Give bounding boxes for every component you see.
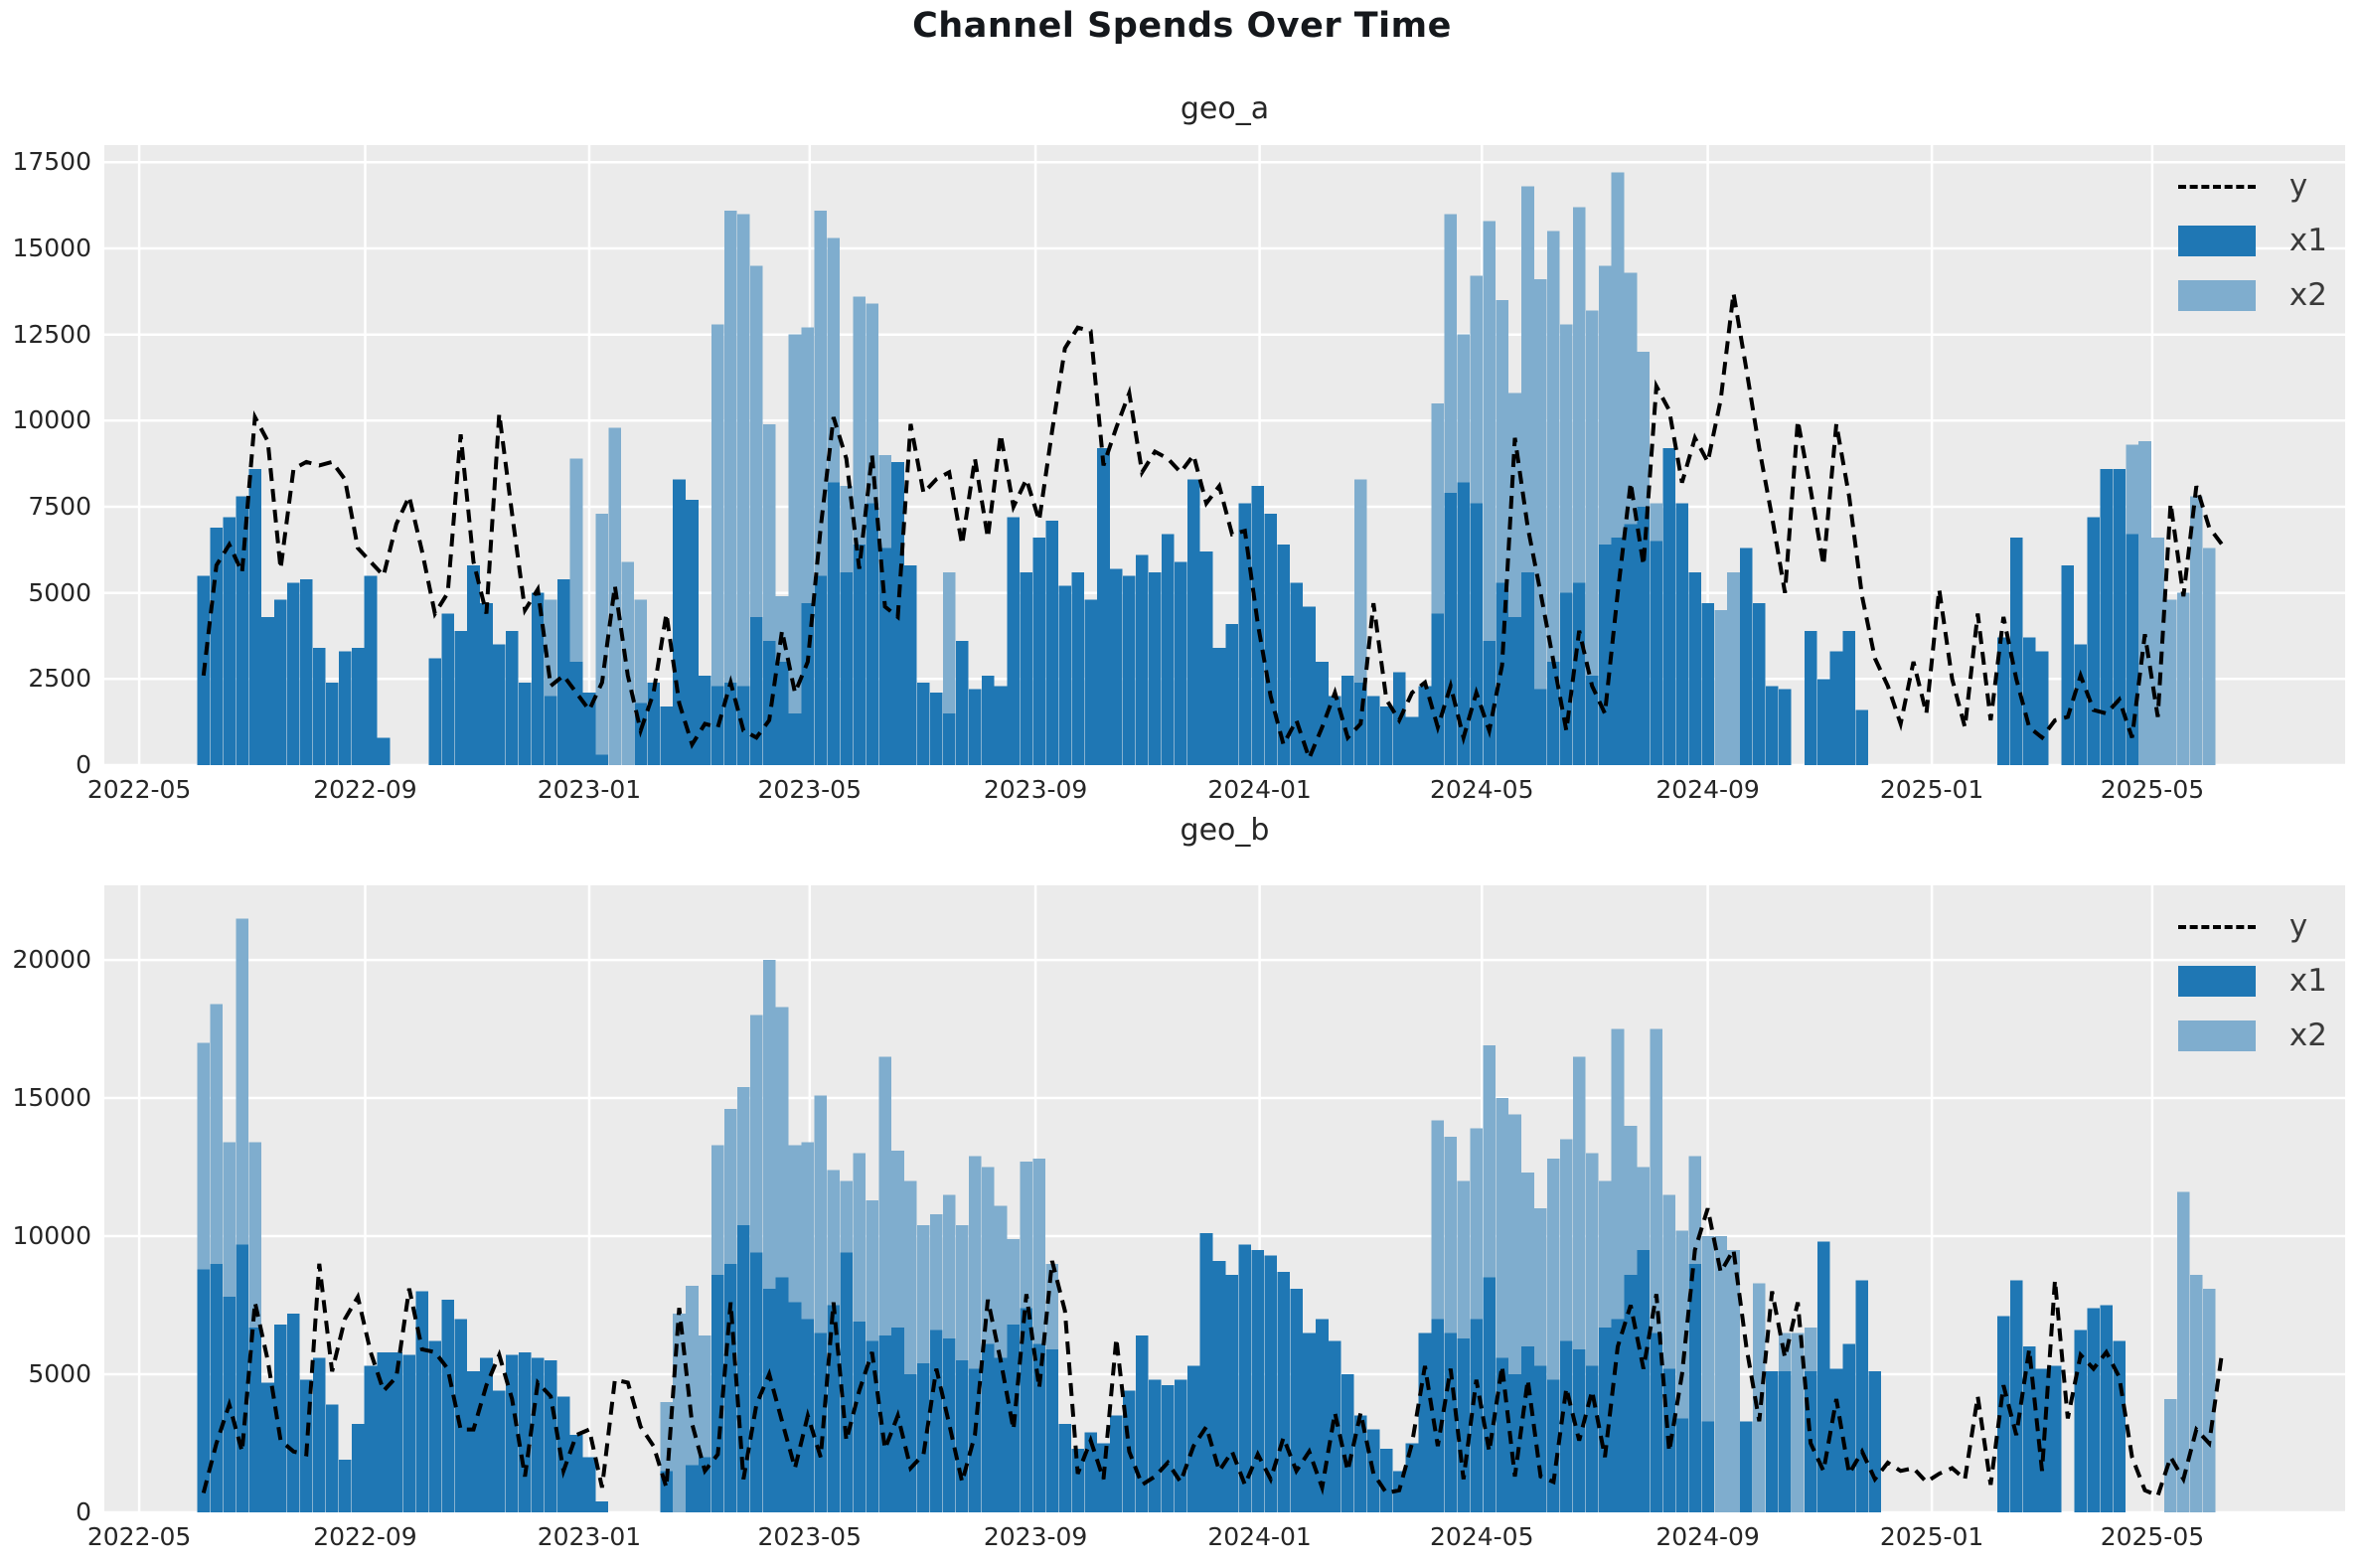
legend-label-x1: x1	[2288, 223, 2327, 258]
y-tick-label: 20000	[12, 945, 91, 975]
legend-line-sample-y	[2177, 911, 2256, 942]
y-tick-label: 0	[76, 1497, 91, 1526]
x-tick-label: 2023-01	[537, 775, 642, 804]
legend-patch-x2	[2177, 1020, 2256, 1051]
y-line	[201, 292, 2224, 764]
x-tick-label: 2024-01	[1207, 1522, 1312, 1551]
legend-patch-x2	[2177, 280, 2256, 311]
y-tick-label: 10000	[12, 1221, 91, 1251]
y-tick-label: 17500	[12, 147, 91, 177]
x-tick-label: 2022-09	[313, 775, 417, 804]
subplot-title-geo-b: geo_b	[1180, 813, 1270, 848]
x-tick-label: 2024-05	[1430, 775, 1534, 804]
x-tick-label: 2023-09	[983, 1522, 1088, 1551]
plot-area-geo-a: y x1 x2	[104, 145, 2345, 765]
x1-bars	[197, 1224, 2126, 1512]
x-tick-label: 2024-05	[1430, 1522, 1534, 1551]
legend-patch-x1	[2177, 226, 2256, 256]
x-tick-label: 2024-01	[1207, 775, 1312, 804]
subplot-title-geo-a: geo_a	[1180, 91, 1270, 126]
x-tick-label: 2025-01	[1879, 775, 1984, 804]
x-tick-label: 2023-01	[537, 1522, 642, 1551]
legend-label-x2: x2	[2288, 277, 2327, 313]
y-tick-label: 10000	[12, 405, 91, 435]
x-tick-label: 2023-05	[757, 1522, 862, 1551]
x-tick-label: 2023-09	[983, 775, 1088, 804]
y-line	[201, 1207, 2225, 1498]
main-title: Channel Spends Over Time	[912, 6, 1452, 46]
y-tick-label: 12500	[12, 319, 91, 349]
x-tick-label: 2024-09	[1655, 1522, 1760, 1551]
x-tick-label: 2025-01	[1879, 1522, 1984, 1551]
y-tick-label: 0	[76, 750, 91, 779]
x-tick-label: 2022-05	[86, 1522, 192, 1551]
chart-geo-a	[104, 145, 2345, 765]
legend-line-sample-y	[2177, 171, 2256, 202]
y-tick-label: 2500	[28, 664, 91, 694]
legend-label-y: y	[2288, 908, 2308, 944]
y-tick-label: 15000	[12, 1083, 91, 1113]
legend-geo-b: y x1 x2	[2177, 908, 2327, 1053]
y-tick-label: 5000	[28, 1359, 91, 1388]
x-tick-label: 2024-09	[1655, 775, 1760, 804]
plot-area-geo-b: y x1 x2	[104, 885, 2345, 1512]
x-tick-label: 2022-05	[86, 775, 192, 804]
legend-patch-x1	[2177, 966, 2256, 997]
legend-label-x1: x1	[2288, 963, 2327, 999]
chart-geo-b	[104, 885, 2345, 1512]
y-tick-label: 15000	[12, 234, 91, 262]
legend-label-x2: x2	[2288, 1018, 2327, 1053]
y-tick-label: 5000	[28, 577, 91, 607]
x2-bars	[544, 172, 2216, 765]
x-tick-label: 2022-09	[313, 1522, 417, 1551]
y-tick-label: 7500	[28, 492, 91, 521]
legend-geo-a: y x1 x2	[2177, 168, 2327, 313]
x-tick-label: 2023-05	[757, 775, 862, 804]
x-tick-label: 2025-05	[2100, 775, 2205, 804]
legend-label-y: y	[2288, 168, 2308, 204]
x-tick-label: 2025-05	[2100, 1522, 2205, 1551]
